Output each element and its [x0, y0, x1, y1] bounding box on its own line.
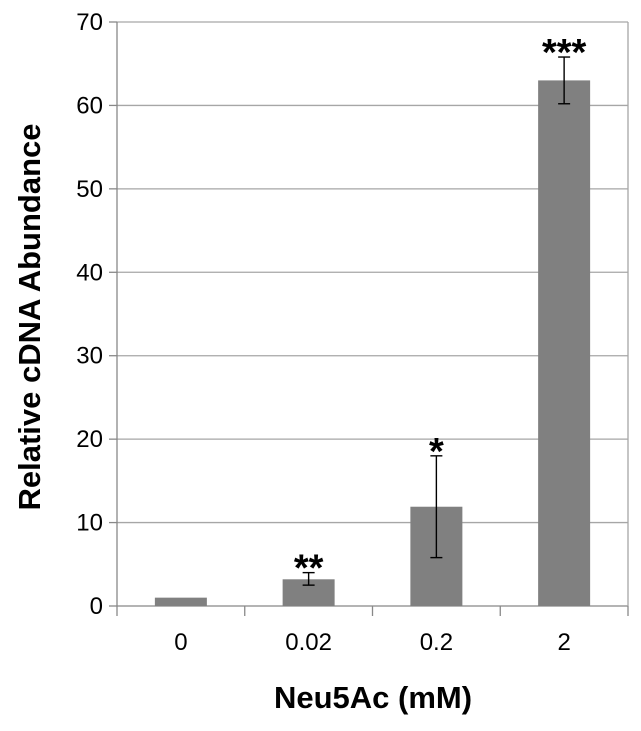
x-tick-label: 0 — [174, 629, 187, 656]
error-bars — [302, 56, 571, 586]
y-tick-label: 0 — [90, 593, 103, 620]
x-tick-label: 0.02 — [285, 629, 332, 656]
significance-label: *** — [542, 32, 587, 74]
y-tick-label: 70 — [76, 9, 103, 36]
bar-0 — [154, 597, 207, 606]
x-tick-label: 2 — [557, 629, 570, 656]
x-axis-title: Neu5Ac (mM) — [274, 680, 472, 715]
bar-2 — [538, 80, 591, 606]
significance-label: ** — [294, 548, 324, 590]
y-tick-label: 30 — [76, 343, 103, 370]
bars — [154, 80, 591, 606]
y-tick-label: 50 — [76, 176, 103, 203]
significance-label: * — [429, 431, 444, 473]
y-tick-label: 40 — [76, 259, 103, 286]
gridlines — [117, 21, 628, 524]
y-axis-title: Relative cDNA Abundance — [12, 123, 47, 510]
labels: 0 10 20 30 40 50 60 70 0 ** 0.02 * 0.2 *** 2 — [76, 9, 586, 656]
y-tick-label: 20 — [76, 426, 103, 453]
x-tick-label: 0.2 — [420, 629, 453, 656]
y-tick-label: 10 — [76, 510, 103, 537]
y-tick-label: 60 — [76, 92, 103, 119]
